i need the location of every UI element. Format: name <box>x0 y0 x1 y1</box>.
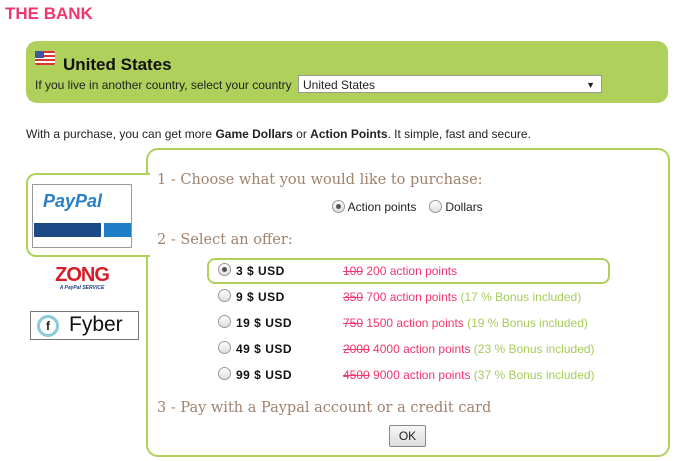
us-flag-icon <box>35 51 55 65</box>
ok-button[interactable]: OK <box>389 425 426 447</box>
paypal-logo[interactable]: PayPal <box>32 184 132 248</box>
offer-bonus: (37 % Bonus included) <box>473 368 595 382</box>
fyber-logo[interactable]: f Fyber <box>30 311 139 340</box>
offer-row[interactable]: 3 $ USD 100 200 action points <box>218 262 618 282</box>
zong-logo[interactable]: ZONG A PayPal SERVICE <box>55 264 110 291</box>
offer-bonus: (17 % Bonus included) <box>460 290 582 304</box>
step2-heading: 2 - Select an offer: <box>157 232 293 248</box>
step1-heading: 1 - Choose what you would like to purcha… <box>157 172 483 188</box>
offer-points: 750 1500 action points (19 % Bonus inclu… <box>343 316 588 330</box>
offer-points: 100 200 action points <box>343 264 458 278</box>
intro-text: With a purchase, you can get more Game D… <box>26 127 531 141</box>
offer-points: 4500 9000 action points (37 % Bonus incl… <box>343 368 595 382</box>
offer-price: 49 $ USD <box>236 342 293 356</box>
old-points: 2000 <box>343 342 370 356</box>
radio-action-points[interactable]: Action points <box>332 200 416 214</box>
step3-heading: 3 - Pay with a Paypal account or a credi… <box>157 400 492 416</box>
offer-bonus: (19 % Bonus included) <box>467 316 588 330</box>
page-title: THE BANK <box>5 4 93 23</box>
dropdown-arrow-icon: ▼ <box>586 80 595 90</box>
country-select[interactable]: United States ▼ <box>298 75 602 93</box>
country-label: If you live in another country, select y… <box>35 78 292 92</box>
offer-radio[interactable] <box>218 315 231 328</box>
offer-points: 350 700 action points (17 % Bonus includ… <box>343 290 582 304</box>
offer-row[interactable]: 9 $ USD 350 700 action points (17 % Bonu… <box>218 288 618 308</box>
offer-price: 19 $ USD <box>236 316 293 330</box>
offer-price: 99 $ USD <box>236 368 293 382</box>
offer-row[interactable]: 49 $ USD 2000 4000 action points (23 % B… <box>218 340 618 360</box>
old-points: 4500 <box>343 368 370 382</box>
purchase-panel <box>146 148 670 457</box>
offer-radio[interactable] <box>218 263 231 276</box>
offer-price: 3 $ USD <box>236 264 285 278</box>
offer-bonus: (23 % Bonus included) <box>473 342 595 356</box>
fyber-icon: f <box>37 315 59 337</box>
offer-radio[interactable] <box>218 367 231 380</box>
selected-offer-highlight <box>207 258 610 284</box>
radio-dollars[interactable]: Dollars <box>429 200 483 214</box>
offer-row[interactable]: 19 $ USD 750 1500 action points (19 % Bo… <box>218 314 618 334</box>
offer-radio[interactable] <box>218 289 231 302</box>
old-points: 100 <box>343 264 364 278</box>
country-name: United States <box>63 55 172 74</box>
offer-row[interactable]: 99 $ USD 4500 9000 action points (37 % B… <box>218 366 618 386</box>
offer-points: 2000 4000 action points (23 % Bonus incl… <box>343 342 595 356</box>
country-box: United States If you live in another cou… <box>26 41 668 103</box>
offer-price: 9 $ USD <box>236 290 285 304</box>
old-points: 750 <box>343 316 364 330</box>
country-select-value: United States <box>303 78 376 92</box>
offer-radio[interactable] <box>218 341 231 354</box>
old-points: 350 <box>343 290 364 304</box>
